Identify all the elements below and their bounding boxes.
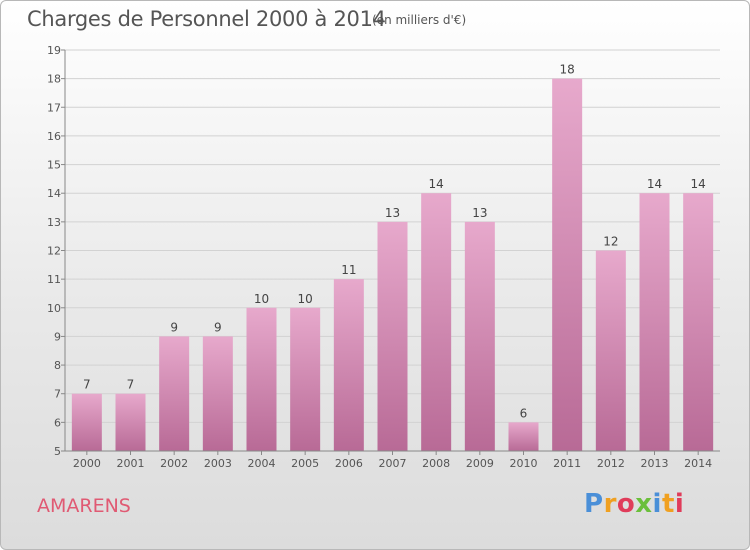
y-tick-label: 18: [47, 73, 61, 86]
y-tick-label: 11: [47, 273, 61, 286]
x-tick-label-2008: 2008: [422, 457, 450, 470]
logo-letter: P: [584, 489, 604, 519]
data-label-2011: 18: [560, 63, 575, 77]
x-tick-label-2012: 2012: [597, 457, 625, 470]
bar-2009[interactable]: [464, 221, 495, 451]
data-label-2006: 11: [341, 263, 356, 277]
data-label-2008: 14: [429, 177, 444, 191]
data-label-2005: 10: [298, 292, 313, 306]
chart-title: Charges de Personnel 2000 à 2014: [27, 7, 386, 31]
bar-2005[interactable]: [290, 307, 321, 451]
logo-letter: t: [661, 489, 675, 519]
bar-2000[interactable]: [71, 393, 102, 451]
y-tick-label: 15: [47, 159, 61, 172]
x-tick-label-2007: 2007: [379, 457, 407, 470]
x-tick-label-2006: 2006: [335, 457, 363, 470]
y-tick-label: 9: [54, 330, 61, 343]
bar-2001[interactable]: [115, 393, 146, 451]
y-tick-label: 16: [47, 130, 61, 143]
bar-2003[interactable]: [202, 336, 233, 451]
data-label-2000: 7: [83, 378, 91, 392]
logo-letter: i: [674, 489, 685, 519]
proxiti-logo[interactable]: Proxiti: [584, 489, 684, 519]
y-tick-label: 8: [54, 359, 61, 372]
x-tick-label-2013: 2013: [641, 457, 669, 470]
data-label-2001: 7: [127, 378, 135, 392]
data-label-2013: 14: [647, 177, 662, 191]
x-tick-label-2011: 2011: [553, 457, 581, 470]
x-tick-label-2009: 2009: [466, 457, 494, 470]
data-label-2010: 6: [520, 406, 528, 420]
bar-2013[interactable]: [639, 193, 670, 451]
bar-2007[interactable]: [377, 221, 408, 451]
bar-2006[interactable]: [333, 279, 364, 451]
bar-2012[interactable]: [595, 250, 626, 452]
bar-2014[interactable]: [683, 193, 714, 451]
x-tick-label-2002: 2002: [160, 457, 188, 470]
x-tick-label-2010: 2010: [510, 457, 538, 470]
data-label-2014: 14: [691, 177, 706, 191]
chart-subtitle: (en milliers d'€): [372, 13, 467, 27]
x-tick-label-2014: 2014: [684, 457, 712, 470]
logo-letter: r: [603, 489, 617, 519]
y-tick-label: 10: [47, 302, 61, 315]
data-label-2003: 9: [214, 320, 222, 334]
bar-2002[interactable]: [159, 336, 190, 451]
x-tick-label-2005: 2005: [291, 457, 319, 470]
bar-2004[interactable]: [246, 307, 277, 451]
logo-letter: i: [652, 489, 662, 519]
logo-letter: x: [635, 489, 653, 519]
y-tick-label: 6: [54, 416, 61, 429]
commune-name: AMARENS: [37, 495, 131, 517]
bar-2010[interactable]: [508, 422, 539, 451]
logo-letter: o: [616, 489, 636, 519]
data-label-2002: 9: [170, 320, 178, 334]
y-tick-label: 13: [47, 216, 61, 229]
bar-2011[interactable]: [552, 78, 583, 452]
data-label-2012: 12: [603, 235, 618, 249]
bar-2008[interactable]: [421, 193, 452, 451]
y-tick-label: 17: [47, 101, 61, 114]
x-tick-label-2000: 2000: [73, 457, 101, 470]
data-label-2009: 13: [472, 206, 487, 220]
data-label-2007: 13: [385, 206, 400, 220]
y-tick-label: 7: [54, 388, 61, 401]
y-tick-label: 14: [47, 187, 61, 200]
x-tick-label-2004: 2004: [248, 457, 276, 470]
y-tick-label: 5: [54, 445, 61, 458]
x-tick-label-2001: 2001: [117, 457, 145, 470]
y-tick-label: 12: [47, 245, 61, 258]
y-tick-label: 19: [47, 44, 61, 57]
x-tick-label-2003: 2003: [204, 457, 232, 470]
data-label-2004: 10: [254, 292, 269, 306]
